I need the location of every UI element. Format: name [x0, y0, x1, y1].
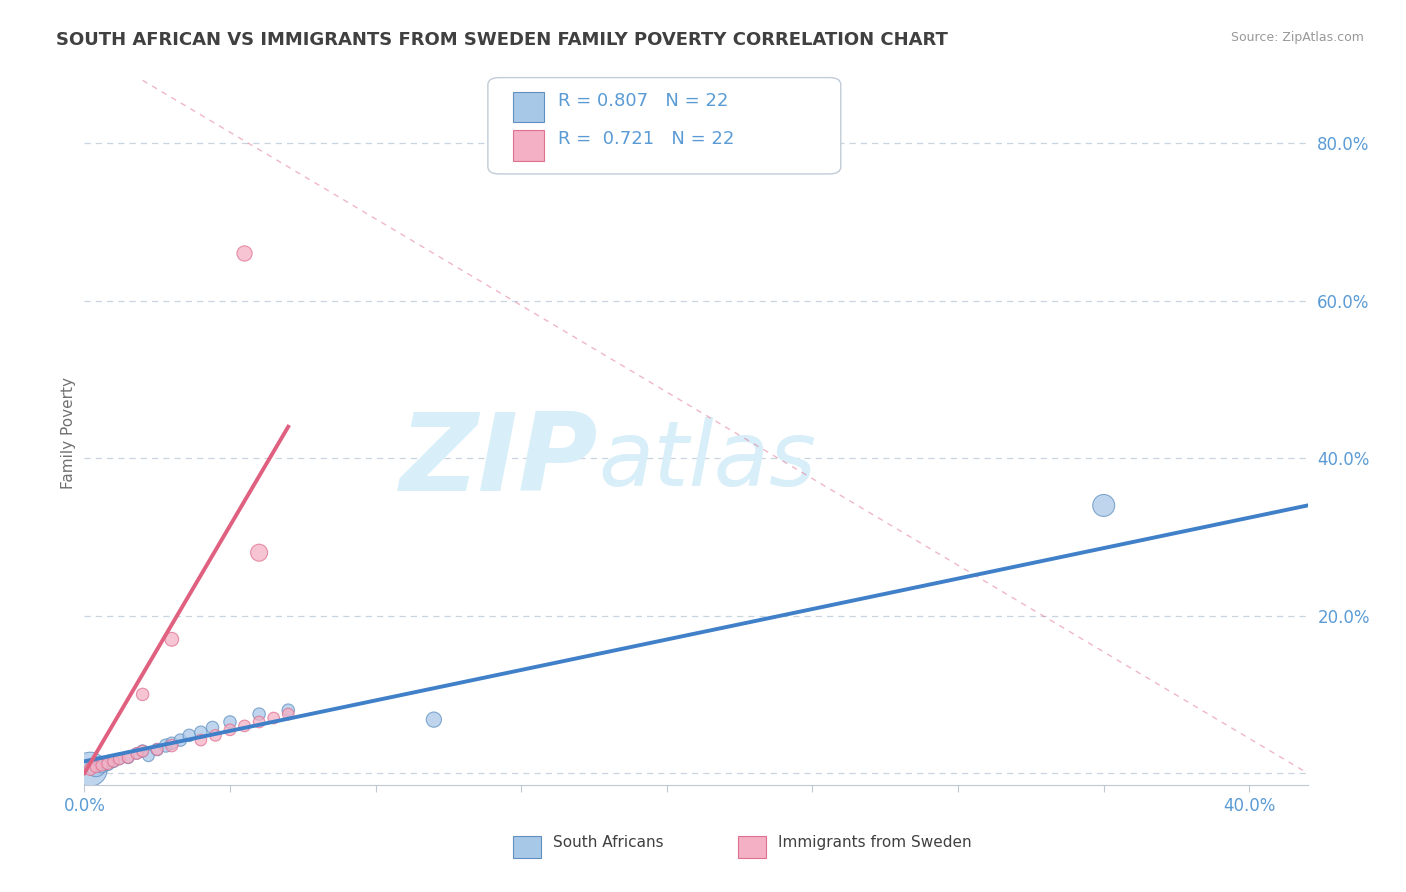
Point	[97, 756, 120, 771]
Point	[90, 758, 112, 772]
Text: R = 0.807   N = 22: R = 0.807 N = 22	[558, 92, 728, 110]
Point	[146, 742, 169, 756]
Text: Immigrants from Sweden: Immigrants from Sweden	[778, 835, 972, 849]
Text: SOUTH AFRICAN VS IMMIGRANTS FROM SWEDEN FAMILY POVERTY CORRELATION CHART: SOUTH AFRICAN VS IMMIGRANTS FROM SWEDEN …	[56, 31, 948, 49]
Point	[247, 546, 270, 560]
Point	[117, 750, 139, 764]
Point	[277, 707, 299, 722]
Point	[117, 750, 139, 764]
Point	[233, 719, 256, 733]
Point	[103, 755, 125, 769]
Point	[131, 744, 153, 758]
Point	[233, 246, 256, 260]
Point	[103, 755, 125, 769]
Text: R =  0.721   N = 22: R = 0.721 N = 22	[558, 130, 734, 148]
Text: atlas: atlas	[598, 417, 815, 505]
Point	[263, 711, 285, 725]
Text: South Africans: South Africans	[553, 835, 664, 849]
Point	[190, 733, 212, 747]
Point	[160, 736, 183, 750]
Point	[131, 744, 153, 758]
Point	[90, 758, 112, 772]
Point	[79, 762, 101, 776]
Point	[131, 687, 153, 701]
Point	[169, 733, 191, 747]
Point	[84, 760, 107, 774]
Point	[277, 703, 299, 717]
Point	[97, 756, 120, 771]
Point	[204, 728, 226, 742]
Point	[84, 760, 107, 774]
Point	[179, 728, 201, 742]
Point	[190, 725, 212, 739]
Point	[219, 714, 242, 729]
Point	[155, 739, 177, 753]
Point	[247, 714, 270, 729]
Text: Source: ZipAtlas.com: Source: ZipAtlas.com	[1230, 31, 1364, 45]
Point	[79, 762, 101, 776]
Point	[423, 713, 446, 727]
Point	[247, 707, 270, 722]
Y-axis label: Family Poverty: Family Poverty	[60, 376, 76, 489]
Point	[108, 752, 131, 766]
Point	[201, 721, 224, 735]
Point	[125, 747, 148, 761]
Point	[219, 723, 242, 737]
Point	[146, 742, 169, 756]
Text: ZIP: ZIP	[399, 408, 598, 514]
Point	[125, 747, 148, 761]
Point	[160, 632, 183, 647]
Point	[138, 748, 160, 763]
Point	[1092, 499, 1115, 513]
Point	[160, 739, 183, 753]
Point	[108, 752, 131, 766]
